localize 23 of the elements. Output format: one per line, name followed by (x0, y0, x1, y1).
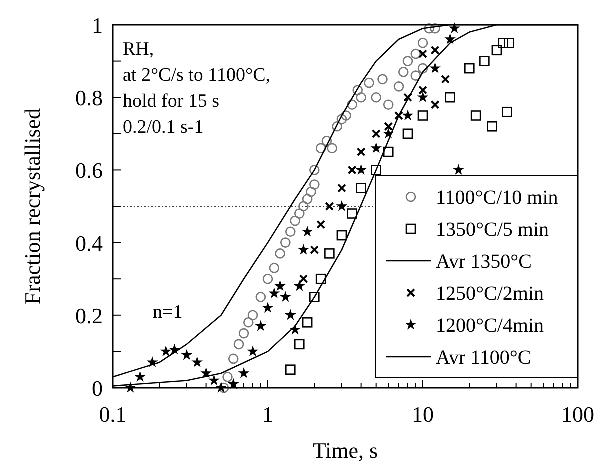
y-tick-label: 0 (92, 376, 103, 401)
y-tick-label: 0.4 (76, 230, 103, 256)
legend-label: 1100°C/10 min (436, 187, 558, 209)
annotation: n=1 (153, 302, 183, 323)
x-tick-label: 100 (562, 402, 594, 427)
legend-label: 1250°C/2min (436, 283, 544, 305)
legend-label: 1350°C/5 min (436, 219, 550, 241)
y-tick-label: 1 (92, 13, 103, 38)
legend-label: Avr 1100°C (436, 347, 532, 369)
y-tick-label: 0.6 (76, 158, 103, 184)
annotation: hold for 15 s (123, 91, 220, 112)
annotation: RH, (123, 39, 154, 60)
annotation: at 2°C/s to 1100°C, (123, 65, 271, 86)
legend-label: 1200°C/4min (436, 315, 544, 337)
y-tick-label: 0.8 (76, 86, 103, 111)
y-tick-label: 0.2 (76, 303, 103, 328)
y-axis-title: Fraction recrystallised (20, 108, 45, 305)
annotation: 0.2/0.1 s-1 (123, 117, 204, 138)
x-tick-label: 1 (262, 402, 274, 427)
legend-label: Avr 1350°C (436, 251, 532, 273)
x-tick-label: 0.1 (99, 402, 127, 427)
x-axis-title: Time, s (312, 438, 378, 463)
x-tick-label: 10 (412, 402, 434, 427)
